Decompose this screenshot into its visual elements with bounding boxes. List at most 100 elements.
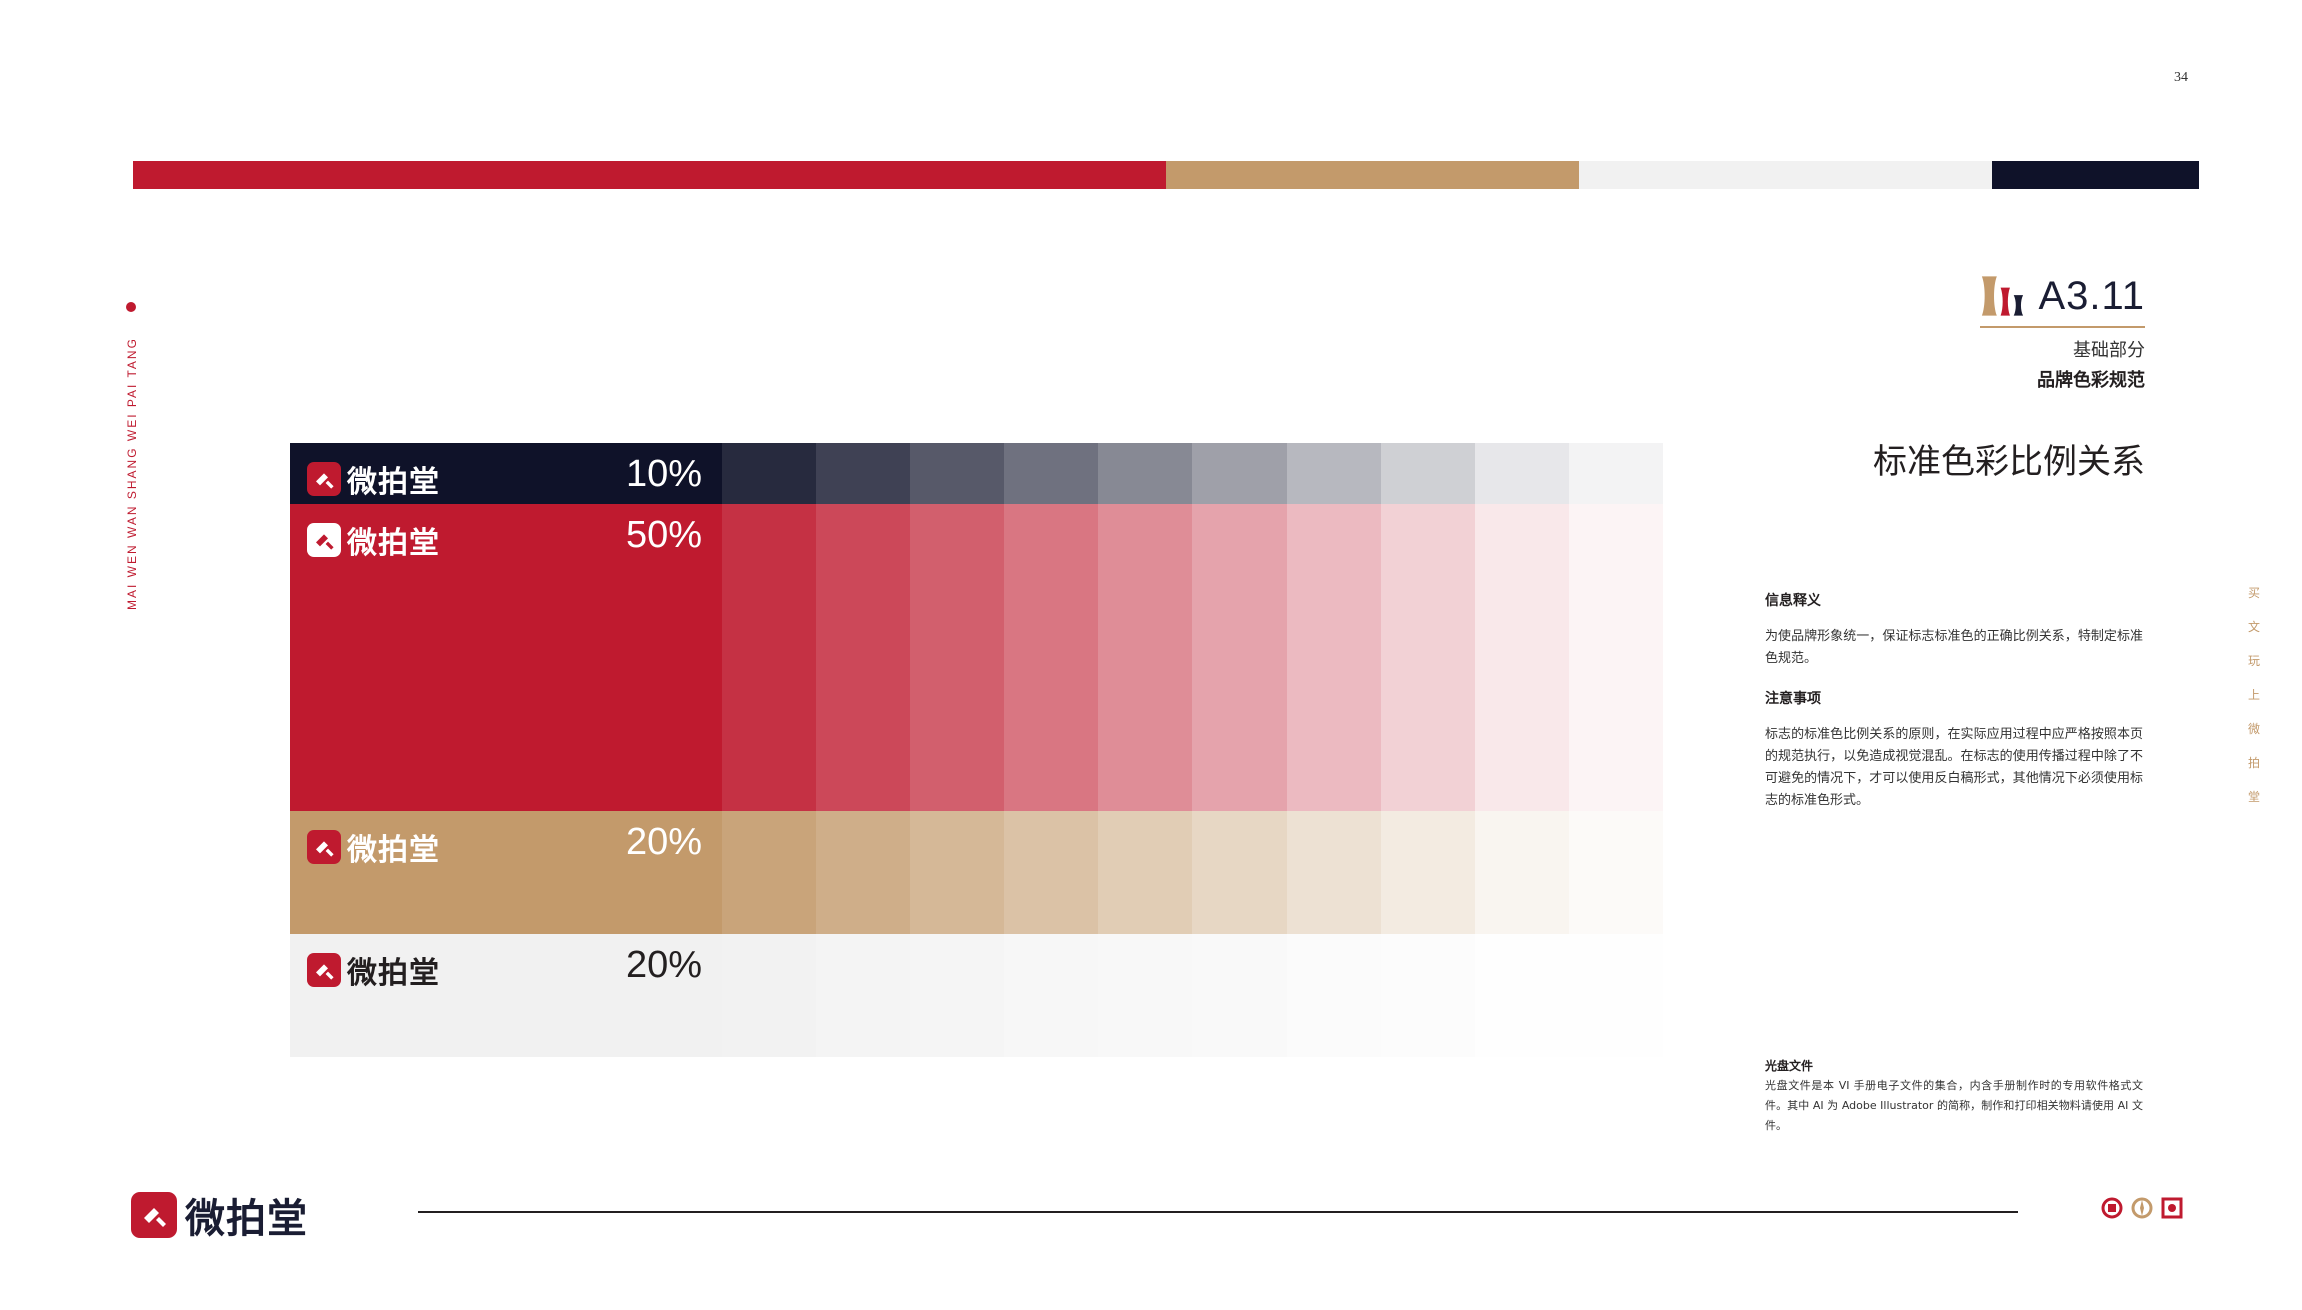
disk-file-note: 光盘文件 光盘文件是本 VI 手册电子文件的集合，内含手册制作时的专用软件格式文… <box>1765 1057 2143 1136</box>
ratio-percent: 20% <box>625 944 702 987</box>
tint-swatch <box>910 443 1005 505</box>
brand-mark-icon <box>131 1192 177 1238</box>
brand-logo: 微拍堂 <box>307 518 440 562</box>
footer-ornaments <box>2100 1196 2184 1220</box>
ratio-percent: 10% <box>625 453 702 495</box>
slogan-char: 微 <box>2247 722 2260 736</box>
tint-swatch <box>910 934 1005 1057</box>
tint-swatch <box>910 504 1005 812</box>
tint-swatch <box>1286 504 1381 812</box>
slogan-char: 买 <box>2247 586 2260 600</box>
brand-name: 微拍堂 <box>347 833 440 869</box>
tint-swatch <box>1474 811 1569 935</box>
section-emblem-icon <box>1981 276 2024 316</box>
section-title: 品牌色彩规范 <box>2037 370 2145 391</box>
section-header: A3.11 基础部分 品牌色彩规范 <box>1980 270 2145 392</box>
tint-swatch <box>1004 443 1099 505</box>
tint-swatch <box>816 934 911 1057</box>
color-swatch-main: 微拍堂 20% <box>290 811 722 935</box>
tint-swatch <box>910 811 1005 935</box>
brand-name: 微拍堂 <box>347 526 440 562</box>
color-row-navy: 微拍堂 10% <box>290 443 1663 505</box>
tint-swatch <box>1098 934 1193 1057</box>
color-row-light-gray: 微拍堂 20% <box>290 934 1663 1057</box>
color-bar-segment-navy <box>1992 161 2199 189</box>
brand-logo: 微拍堂 <box>307 948 440 992</box>
color-swatch-main: 微拍堂 50% <box>290 504 722 812</box>
page-number: 34 <box>2174 70 2188 85</box>
disk-paragraph: 光盘文件是本 VI 手册电子文件的集合，内含手册制作时的专用软件格式文件。其中 … <box>1765 1079 2143 1132</box>
info-paragraph: 为使品牌形象统一，保证标志标准色的正确比例关系，特制定标准色规范。 <box>1765 629 2143 666</box>
section-code: A3.11 <box>2038 273 2145 318</box>
slogan-char: 拍 <box>2247 756 2260 770</box>
ratio-percent: 50% <box>625 514 702 557</box>
tint-swatch <box>1192 934 1287 1057</box>
color-bar-segment-light-gray <box>1579 161 1993 189</box>
tint-swatch <box>1004 934 1099 1057</box>
tint-swatch <box>1380 934 1475 1057</box>
brand-mark-icon <box>307 953 341 988</box>
ratio-percent: 20% <box>625 821 702 864</box>
tint-swatch <box>722 443 817 505</box>
tint-swatch <box>1004 811 1099 935</box>
tint-swatch <box>1474 934 1569 1057</box>
ornament-icon <box>2131 1197 2153 1219</box>
brand-color-bar <box>133 161 2199 189</box>
tint-swatch <box>1192 443 1287 505</box>
tint-swatch <box>1286 811 1381 935</box>
info-heading: 信息释义 <box>1765 593 1821 609</box>
slogan-char: 堂 <box>2247 790 2260 804</box>
tint-swatch <box>722 934 817 1057</box>
brand-name: 微拍堂 <box>347 465 440 500</box>
color-bar-segment-gold <box>1166 161 1580 189</box>
info-block: 信息释义 为使品牌形象统一，保证标志标准色的正确比例关系，特制定标准色规范。 注… <box>1765 590 2143 830</box>
tint-swatch <box>1568 934 1663 1057</box>
tint-swatch <box>1380 811 1475 935</box>
slogan-char: 上 <box>2247 688 2260 702</box>
tint-swatch <box>1474 504 1569 812</box>
tint-swatch <box>1192 811 1287 935</box>
tint-swatch <box>1568 443 1663 505</box>
tint-swatch <box>1098 504 1193 812</box>
brand-mark-icon <box>307 462 341 496</box>
brand-mark-icon <box>307 523 341 558</box>
color-bar-segment-red <box>133 161 1166 189</box>
footer-logo: 微拍堂 <box>131 1186 308 1244</box>
tint-swatch <box>1568 811 1663 935</box>
tint-swatch <box>1098 811 1193 935</box>
brand-name: 微拍堂 <box>347 956 440 992</box>
footer-brand-name: 微拍堂 <box>185 1196 308 1242</box>
side-dot <box>126 302 136 312</box>
tint-swatch <box>1474 443 1569 505</box>
tint-swatch <box>816 443 911 505</box>
right-vertical-text: 买文玩上微拍堂 <box>2246 583 2262 807</box>
tint-swatch <box>722 504 817 812</box>
tint-swatch <box>1380 443 1475 505</box>
tint-swatch <box>816 504 911 812</box>
side-vertical-text: MAI WEN WAN SHANG WEI PAI TANG <box>125 337 139 610</box>
page-title: 标准色彩比例关系 <box>1873 442 2145 482</box>
tint-swatch <box>722 811 817 935</box>
tint-swatch <box>1286 443 1381 505</box>
color-swatch-main: 微拍堂 20% <box>290 934 722 1057</box>
tint-swatch <box>1004 504 1099 812</box>
tint-swatch <box>1380 504 1475 812</box>
notes-heading: 注意事项 <box>1765 691 1821 707</box>
section-rule <box>1980 326 2145 328</box>
disk-heading: 光盘文件 <box>1765 1059 1814 1073</box>
tint-swatch <box>1098 443 1193 505</box>
tint-swatch <box>1192 504 1287 812</box>
ornament-icon <box>2101 1197 2123 1219</box>
slogan-char: 文 <box>2247 620 2260 634</box>
section-part: 基础部分 <box>2073 340 2145 361</box>
ornament-icon <box>2161 1197 2183 1219</box>
color-swatch-main: 微拍堂 10% <box>290 443 722 505</box>
brand-logo: 微拍堂 <box>307 457 440 501</box>
color-proportion-grid: 微拍堂 10% 微拍堂 50% 微拍堂 20% 微拍堂 20% <box>290 443 1663 1057</box>
brand-logo: 微拍堂 <box>307 825 440 869</box>
brand-mark-icon <box>307 830 341 865</box>
tint-swatch <box>816 811 911 935</box>
color-row-gold: 微拍堂 20% <box>290 811 1663 935</box>
tint-swatch <box>1286 934 1381 1057</box>
tint-swatch <box>1568 504 1663 812</box>
